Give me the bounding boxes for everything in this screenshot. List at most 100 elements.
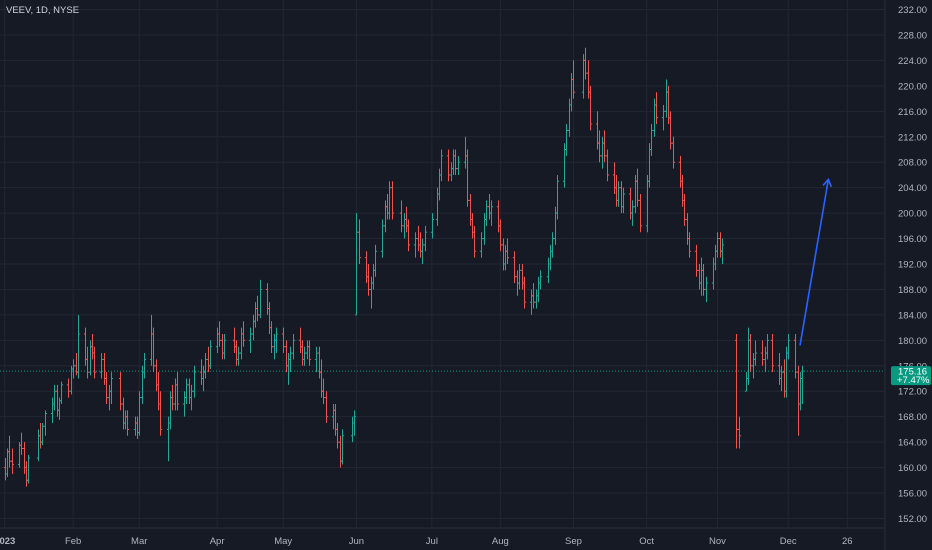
ohlc-bar: [517, 264, 522, 290]
x-tick-label: 26: [842, 536, 853, 547]
y-tick-label: 228.00: [898, 30, 927, 41]
ohlc-bar: [321, 378, 326, 404]
ohlc-bar: [255, 295, 260, 322]
ohlc-bar: [682, 194, 687, 226]
ohlc-bar: [269, 321, 274, 354]
ohlc-bar: [99, 353, 104, 379]
ohlc-bar: [430, 213, 435, 239]
ohlc-bar: [531, 283, 536, 309]
annotation-layer[interactable]: [799, 177, 833, 346]
x-tick-label: Jul: [426, 536, 438, 547]
ohlc-bar: [498, 219, 503, 252]
ohlc-bar: [307, 340, 312, 366]
y-tick-label: 200.00: [898, 209, 927, 220]
ohlc-bar: [170, 384, 175, 411]
ohlc-bar: [258, 279, 263, 319]
x-tick-label: Nov: [709, 536, 726, 547]
ohlc-bar: [654, 92, 659, 125]
ohlc-bar: [760, 340, 765, 366]
y-tick-label: 224.00: [898, 56, 927, 67]
ohlc-bar: [366, 264, 371, 296]
ohlc-bar: [314, 346, 319, 373]
ohlc-bar: [720, 238, 725, 264]
ohlc-bar: [583, 47, 588, 80]
ohlc-bar: [550, 232, 555, 258]
ohlc-bar: [184, 378, 189, 404]
y-tick-label: 208.00: [898, 158, 927, 169]
ohlc-bar: [423, 225, 428, 252]
trend-arrow-shaft[interactable]: [799, 179, 830, 346]
x-tick-label: Jun: [349, 536, 364, 547]
ohlc-bar: [800, 365, 805, 404]
ohlc-bar: [538, 270, 543, 290]
ohlc-bar: [281, 327, 286, 354]
y-tick-label: 180.00: [898, 336, 927, 347]
ohlc-bar: [40, 423, 45, 446]
ohlc-bar: [522, 276, 527, 309]
ohlc-bar: [786, 333, 791, 360]
ohlc-bar: [748, 333, 753, 373]
last-price-tag: 175.16 +7.47%: [891, 366, 931, 386]
ohlc-bar: [597, 130, 602, 163]
ohlc-bar: [671, 136, 676, 169]
ohlc-bar: [125, 410, 130, 436]
ohlc-bar: [505, 238, 510, 264]
y-tick-label: 192.00: [898, 260, 927, 271]
ohlc-bar: [571, 60, 576, 99]
ohlc-bar: [118, 372, 123, 411]
ohlc-bar: [793, 333, 798, 379]
ohlc-bar: [137, 391, 142, 436]
trend-arrow-head[interactable]: [822, 177, 833, 188]
y-tick-label: 232.00: [898, 5, 927, 16]
ohlc-bar: [380, 219, 385, 258]
ohlc-bar: [59, 381, 64, 404]
ohlc-bar: [479, 232, 484, 258]
ohlc-bar: [413, 232, 418, 258]
last-price-tag-bg: [891, 366, 931, 386]
y-tick-label: 172.00: [898, 387, 927, 398]
y-tick-label: 160.00: [898, 463, 927, 474]
ohlc-bar: [151, 327, 156, 373]
ohlc-bar: [373, 244, 378, 277]
ohlc-bar: [512, 251, 517, 284]
ohlc-bar: [753, 340, 758, 366]
grid-layer: [0, 0, 885, 528]
ohlc-bar: [352, 410, 357, 436]
symbol-label: VEEV, 1D, NYSE: [6, 5, 79, 16]
ohlc-bar: [52, 384, 57, 411]
ohlc-bar: [340, 429, 345, 465]
y-tick-label: 156.00: [898, 489, 927, 500]
ohlc-bar: [734, 333, 739, 449]
ohlc-bar: [770, 333, 775, 373]
ohlc-bar: [71, 359, 76, 379]
ohlc-bar: [26, 454, 31, 484]
ohlc-bar: [399, 200, 404, 233]
ohlc-bar: [241, 321, 246, 347]
price-axis[interactable]: 152.00156.00160.00164.00168.00172.00176.…: [898, 5, 927, 525]
y-tick-label: 164.00: [898, 438, 927, 449]
ohlc-bar: [465, 149, 470, 207]
ohlc-bar: [302, 346, 307, 366]
y-tick-label: 220.00: [898, 81, 927, 92]
ohlc-bar: [248, 327, 253, 354]
ohlc-bar: [649, 124, 654, 156]
ohlc-bar: [43, 410, 48, 436]
ohlc-bar: [456, 155, 461, 175]
ohlc-bar: [605, 149, 610, 182]
x-tick-label: Mar: [131, 536, 147, 547]
ohlc-bar: [192, 365, 197, 398]
ohlc-bar: [439, 149, 444, 182]
ohlc-bar: [175, 372, 180, 411]
ohlc-bar: [354, 213, 359, 316]
y-tick-label: 196.00: [898, 234, 927, 245]
ohlc-bar: [10, 448, 15, 474]
x-tick-label: May: [274, 536, 292, 547]
x-tick-label: Dec: [780, 536, 797, 547]
time-axis[interactable]: 2023 Feb Mar Apr May Jun Jul Aug Sep Oct Nov Dec 26: [0, 536, 853, 547]
ohlc-bar: [390, 181, 395, 220]
ohlc-bar: [236, 346, 241, 366]
ohlc-bar: [66, 378, 71, 398]
ohlc-bar: [335, 423, 340, 449]
